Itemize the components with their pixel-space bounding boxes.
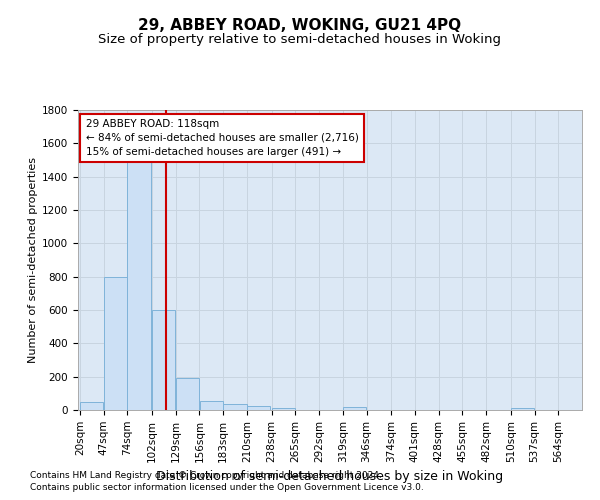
Text: Contains HM Land Registry data © Crown copyright and database right 2024.: Contains HM Land Registry data © Crown c…	[30, 471, 382, 480]
Text: 29, ABBEY ROAD, WOKING, GU21 4PQ: 29, ABBEY ROAD, WOKING, GU21 4PQ	[139, 18, 461, 32]
Bar	[223, 404, 247, 410]
Bar	[127, 160, 151, 410]
Bar	[104, 276, 127, 410]
Text: Size of property relative to semi-detached houses in Woking: Size of property relative to semi-detach…	[98, 32, 502, 46]
Bar	[200, 401, 223, 410]
X-axis label: Distribution of semi-detached houses by size in Woking: Distribution of semi-detached houses by …	[157, 470, 503, 483]
Text: Contains public sector information licensed under the Open Government Licence v3: Contains public sector information licen…	[30, 484, 424, 492]
Bar	[176, 378, 199, 410]
Bar	[343, 406, 366, 410]
Bar	[80, 402, 103, 410]
Text: 29 ABBEY ROAD: 118sqm
← 84% of semi-detached houses are smaller (2,716)
15% of s: 29 ABBEY ROAD: 118sqm ← 84% of semi-deta…	[86, 119, 358, 157]
Bar	[152, 310, 175, 410]
Bar	[272, 408, 295, 410]
Y-axis label: Number of semi-detached properties: Number of semi-detached properties	[28, 157, 38, 363]
Bar	[511, 408, 534, 410]
Bar	[247, 406, 271, 410]
